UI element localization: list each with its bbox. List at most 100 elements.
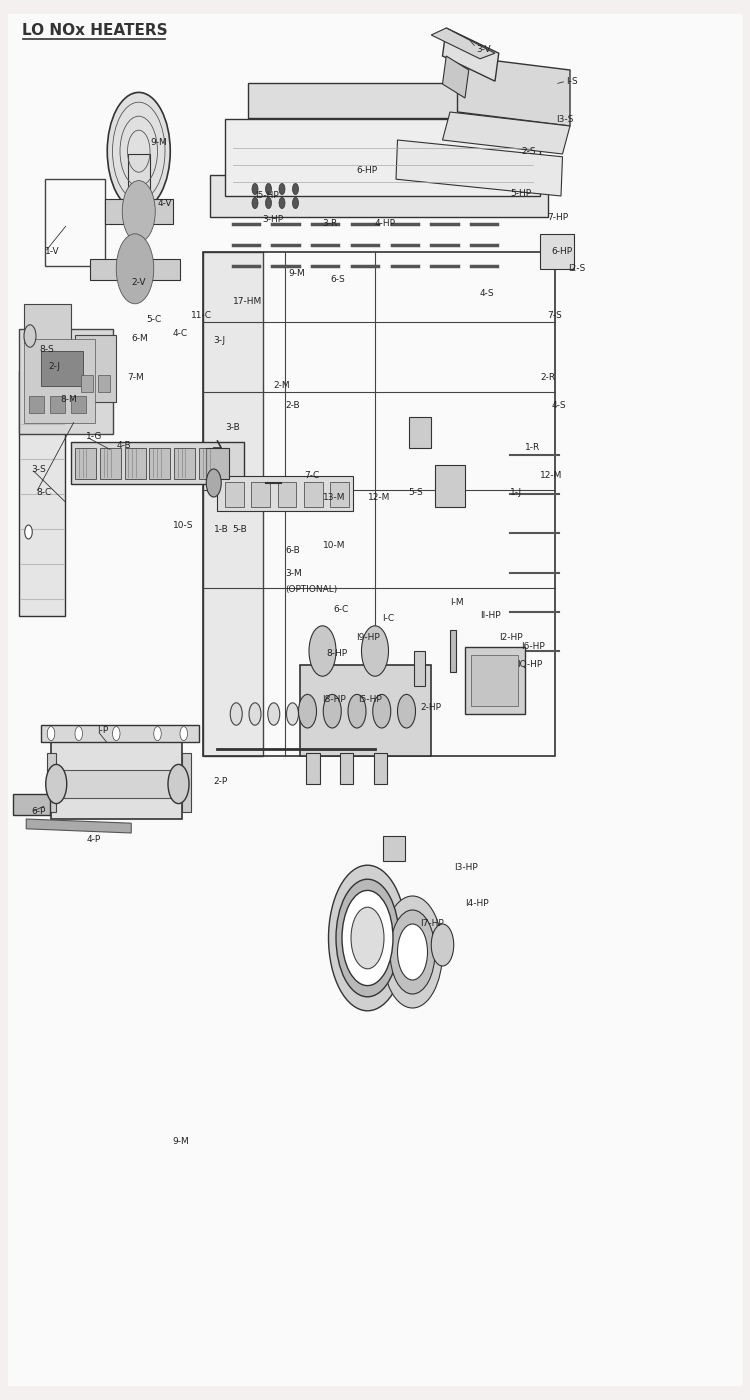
Bar: [465, 647, 525, 714]
Circle shape: [266, 197, 272, 209]
Polygon shape: [442, 112, 570, 154]
Bar: [225, 119, 540, 196]
Text: 5-HP: 5-HP: [510, 189, 531, 197]
Text: 12-M: 12-M: [368, 493, 390, 501]
Circle shape: [47, 727, 55, 741]
Text: I6-HP: I6-HP: [521, 643, 545, 651]
Text: 8-M: 8-M: [60, 395, 76, 403]
Text: I2-HP: I2-HP: [499, 633, 522, 641]
Bar: [13, 794, 50, 815]
Bar: [374, 753, 387, 784]
Text: 6-C: 6-C: [334, 605, 349, 613]
Text: 1-J: 1-J: [510, 489, 522, 497]
Text: 4-C: 4-C: [172, 329, 188, 337]
Circle shape: [180, 727, 188, 741]
Bar: [300, 665, 431, 756]
Text: I3-S: I3-S: [556, 115, 574, 123]
Bar: [19, 371, 65, 616]
Text: 4-S: 4-S: [480, 290, 495, 298]
Text: I9-HP: I9-HP: [356, 633, 380, 641]
Text: 7-C: 7-C: [304, 472, 319, 480]
Circle shape: [154, 727, 161, 741]
Bar: [124, 448, 146, 479]
Circle shape: [268, 703, 280, 725]
Text: 1-B: 1-B: [214, 525, 229, 533]
Text: 3-J: 3-J: [214, 336, 226, 344]
Text: 2-B: 2-B: [285, 402, 299, 410]
Bar: [471, 655, 518, 706]
Bar: [199, 448, 220, 479]
Bar: [46, 753, 56, 812]
Text: 17-HM: 17-HM: [232, 297, 262, 305]
Circle shape: [382, 896, 442, 1008]
Text: 11-C: 11-C: [191, 311, 212, 319]
Circle shape: [24, 325, 36, 347]
Text: 5-B: 5-B: [232, 525, 248, 533]
Text: 3-V: 3-V: [476, 45, 490, 53]
Text: 8-S: 8-S: [39, 346, 54, 354]
Text: I-C: I-C: [382, 615, 394, 623]
Text: 6-M: 6-M: [131, 335, 148, 343]
Bar: [330, 482, 349, 507]
Text: 2-M: 2-M: [274, 381, 290, 389]
Text: 4-B: 4-B: [116, 441, 130, 449]
Circle shape: [348, 694, 366, 728]
Bar: [450, 630, 456, 672]
Bar: [24, 304, 70, 343]
Bar: [278, 482, 296, 507]
Circle shape: [230, 703, 242, 725]
Bar: [71, 442, 244, 484]
Polygon shape: [396, 140, 562, 196]
Text: I8-HP: I8-HP: [322, 696, 346, 704]
Bar: [182, 753, 190, 812]
Bar: [149, 448, 170, 479]
Circle shape: [309, 626, 336, 676]
Text: 1-V: 1-V: [45, 248, 60, 256]
Text: 5-S: 5-S: [409, 489, 424, 497]
Text: 6-HP: 6-HP: [551, 248, 572, 256]
Polygon shape: [210, 175, 548, 217]
Text: 4-P: 4-P: [86, 836, 100, 844]
Circle shape: [298, 694, 316, 728]
Circle shape: [75, 727, 82, 741]
Bar: [41, 351, 82, 386]
Bar: [248, 83, 532, 118]
Text: 6-P: 6-P: [32, 808, 46, 816]
Circle shape: [25, 525, 32, 539]
Bar: [306, 753, 320, 784]
Bar: [50, 396, 64, 413]
Text: II-HP: II-HP: [480, 612, 501, 620]
Circle shape: [206, 469, 221, 497]
Circle shape: [328, 865, 406, 1011]
Text: IQ-HP: IQ-HP: [518, 661, 543, 669]
Text: 2-S: 2-S: [521, 147, 536, 155]
Circle shape: [336, 879, 399, 997]
Circle shape: [266, 183, 272, 195]
Circle shape: [249, 703, 261, 725]
Circle shape: [252, 197, 258, 209]
Text: 10-S: 10-S: [172, 521, 193, 529]
Bar: [90, 259, 180, 280]
Text: 2-R: 2-R: [540, 374, 555, 382]
Polygon shape: [26, 819, 131, 833]
Circle shape: [279, 183, 285, 195]
Bar: [81, 375, 93, 392]
Text: 2-HP: 2-HP: [420, 703, 441, 711]
Text: I3-HP: I3-HP: [454, 864, 478, 872]
Circle shape: [122, 181, 155, 242]
Circle shape: [351, 907, 384, 969]
Circle shape: [362, 626, 388, 676]
Text: 10-M: 10-M: [322, 542, 345, 550]
Text: I-S: I-S: [566, 77, 578, 85]
Bar: [45, 179, 105, 266]
Circle shape: [398, 924, 427, 980]
Text: 8-C: 8-C: [36, 489, 51, 497]
Text: 2-V: 2-V: [131, 279, 146, 287]
Circle shape: [431, 924, 454, 966]
Text: 5-C: 5-C: [146, 315, 161, 323]
Text: 4-V: 4-V: [158, 199, 172, 207]
Text: 9-M: 9-M: [150, 139, 166, 147]
Circle shape: [323, 694, 341, 728]
Text: 13-M: 13-M: [322, 493, 345, 501]
Polygon shape: [458, 56, 570, 126]
